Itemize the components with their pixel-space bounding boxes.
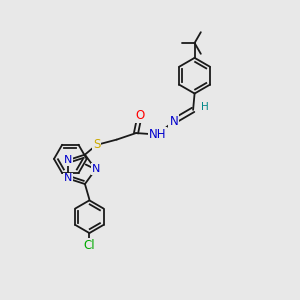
Text: N: N [92, 164, 100, 174]
Text: NH: NH [149, 128, 166, 141]
Text: S: S [93, 138, 100, 152]
Text: N: N [64, 155, 72, 165]
Text: Cl: Cl [84, 239, 95, 252]
Text: O: O [135, 109, 144, 122]
Text: N: N [169, 115, 178, 128]
Text: H: H [200, 103, 208, 112]
Text: N: N [64, 173, 72, 183]
